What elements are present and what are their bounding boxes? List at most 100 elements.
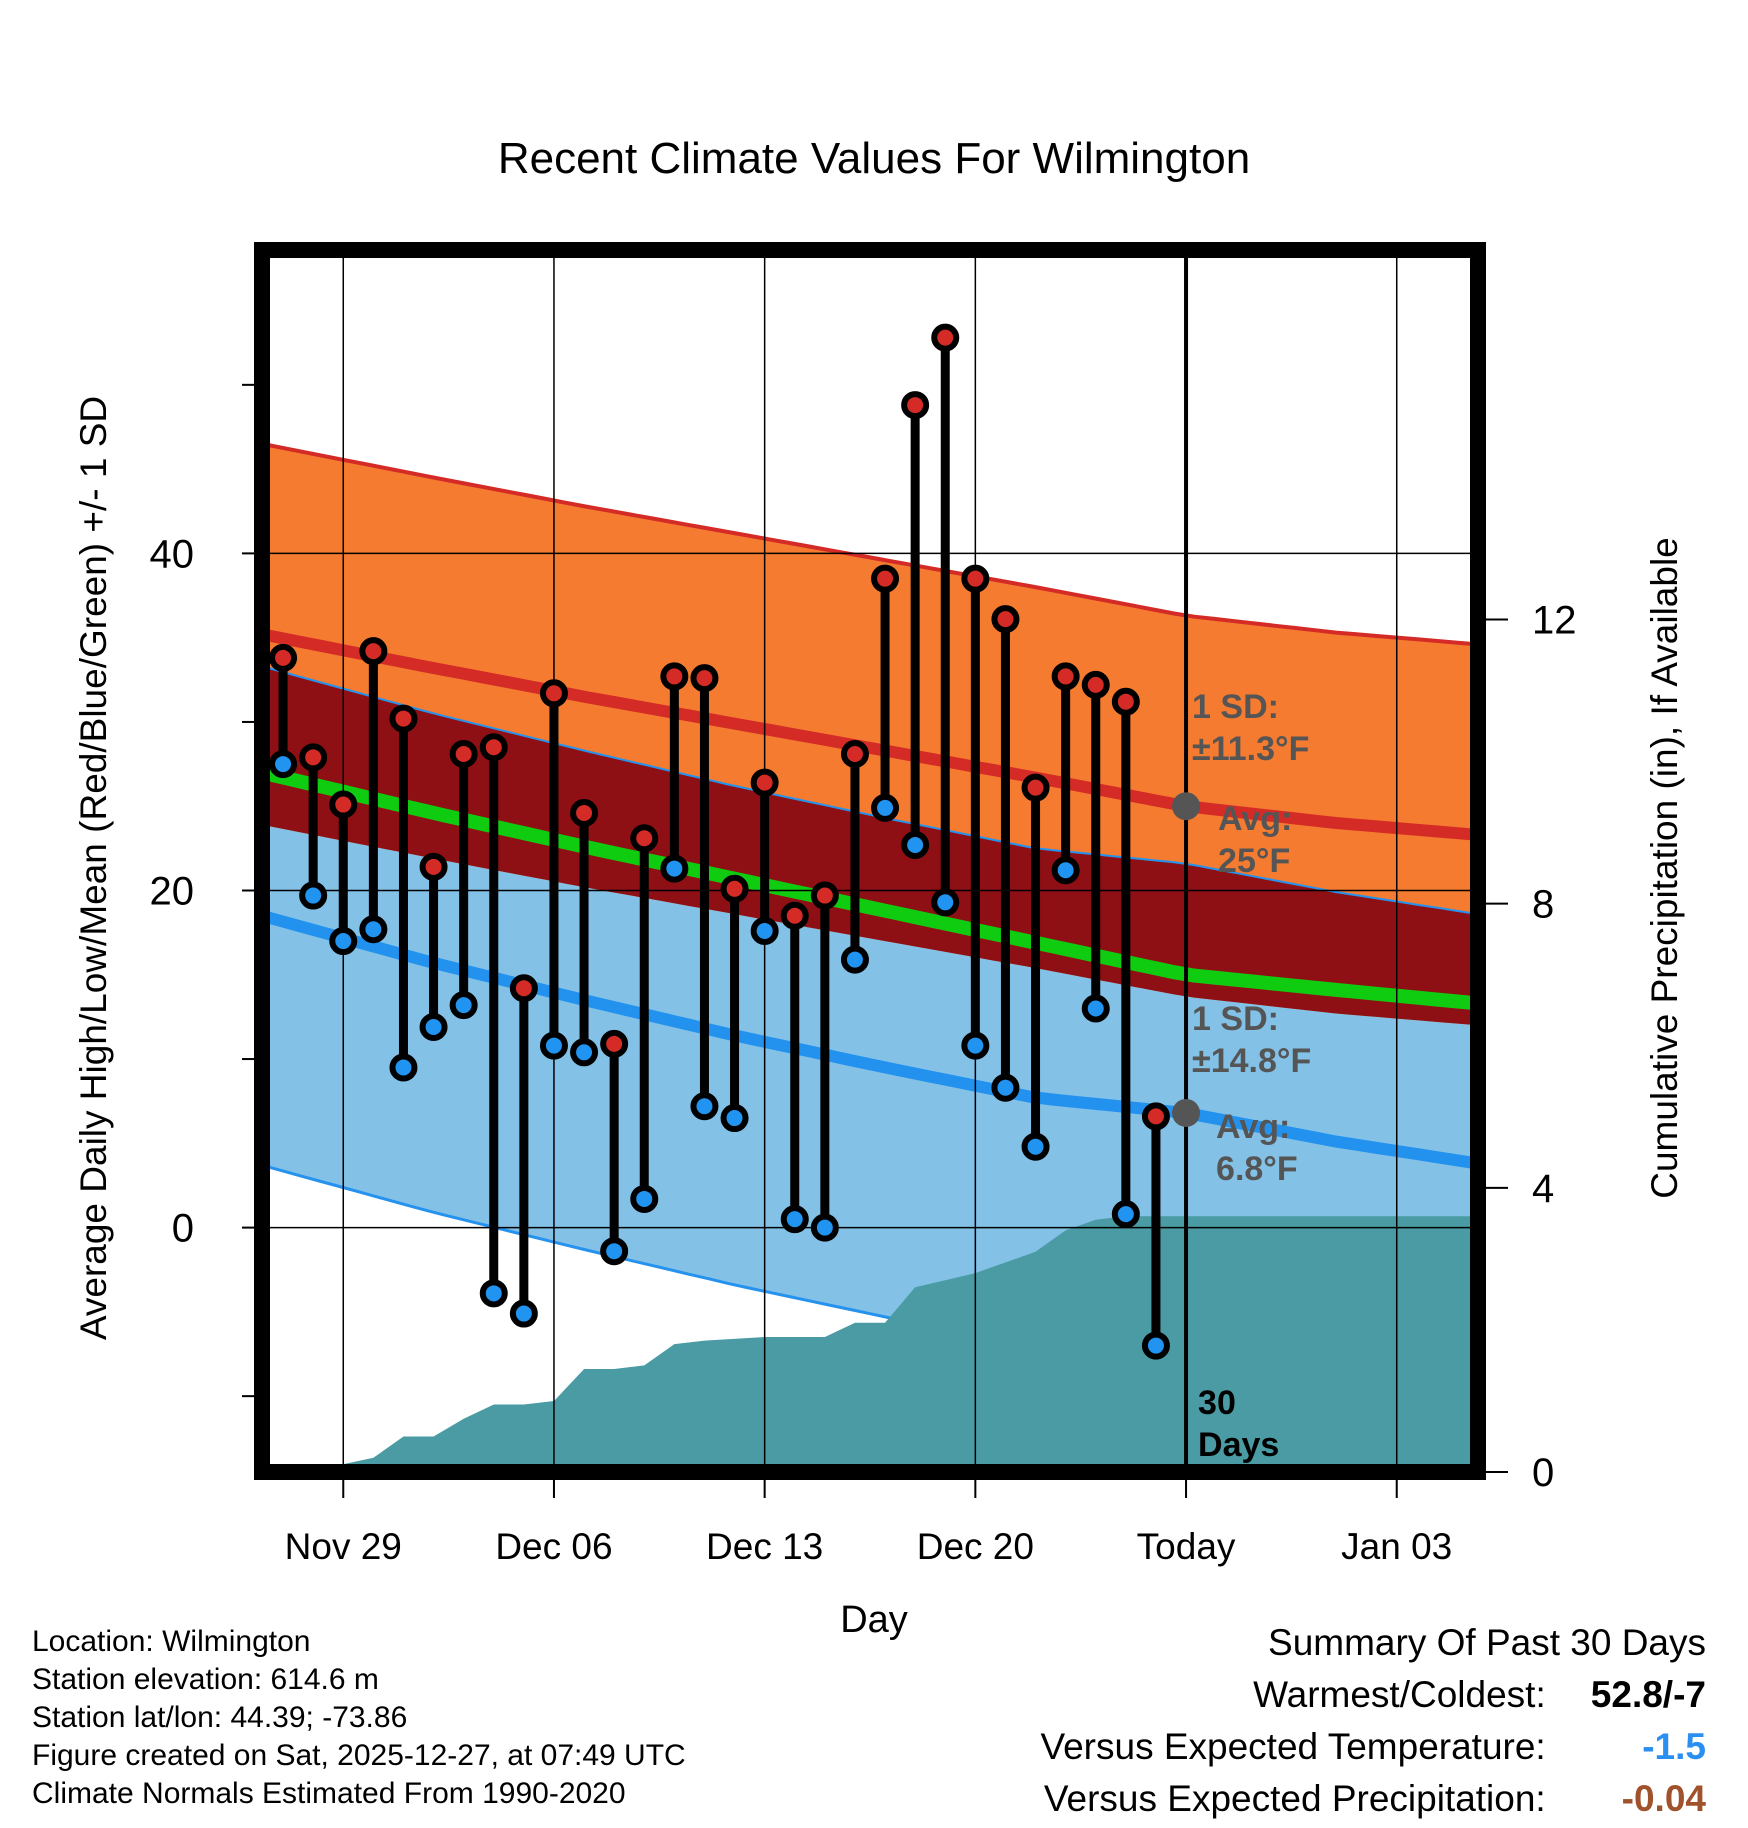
daily-high-point (299, 743, 328, 772)
daily-high-point (449, 739, 478, 768)
daily-high-point (901, 391, 930, 420)
daily-high-point (1051, 662, 1080, 691)
low-avg-value: 6.8°F (1216, 1150, 1298, 1188)
low-sd-label: 1 SD: (1192, 1000, 1279, 1038)
daily-low-point (479, 1279, 508, 1308)
daily-low-point (1111, 1200, 1140, 1229)
daily-low-point (840, 945, 869, 974)
daily-high-point (479, 733, 508, 762)
daily-high-point (329, 790, 358, 819)
y2-axis-label: Cumulative Precipitation (in), If Availa… (1644, 537, 1685, 1199)
daily-low-point (931, 888, 960, 917)
low-avg-marker (1172, 1098, 1201, 1127)
y2-tick-label: 8 (1532, 883, 1554, 927)
daily-high-point (961, 564, 990, 593)
high-sd-upper-edge (262, 441, 1478, 647)
temp-label: Versus Expected Temperature: (1040, 1726, 1546, 1767)
high-avg-marker (1172, 792, 1201, 821)
period-unit: Days (1198, 1426, 1279, 1464)
low-sd-value: ±14.8°F (1192, 1042, 1311, 1080)
daily-high-point (840, 739, 869, 768)
high-avg-label: Avg: (1218, 800, 1292, 838)
daily-low-point (660, 854, 689, 883)
daily-low-point (419, 1013, 448, 1042)
daily-low-point (449, 991, 478, 1020)
daily-high-point (359, 637, 388, 666)
x-tick-label: Jan 03 (1341, 1526, 1452, 1567)
temp-value: -1.5 (1642, 1726, 1706, 1767)
daily-high-point (600, 1029, 629, 1058)
daily-high-point (750, 768, 779, 797)
daily-low-point (630, 1184, 659, 1213)
daily-low-point (690, 1092, 719, 1121)
chart-title: Recent Climate Values For Wilmington (498, 134, 1250, 183)
daily-low-point (269, 750, 298, 779)
daily-high-point (660, 662, 689, 691)
daily-low-point (299, 881, 328, 910)
summary-temp-row: Versus Expected Temperature: -1.5 (1040, 1726, 1706, 1768)
plot-area: 1 SD: ±11.3°F Avg: 25°F 1 SD: ±14.8°F Avg: 6.8°… (150, 242, 1577, 1567)
y2-tick-label: 12 (1532, 598, 1577, 642)
normals-text: Climate Normals Estimated From 1990-2020 (32, 1777, 626, 1810)
daily-low-point (1081, 994, 1110, 1023)
daily-high-point (269, 643, 298, 672)
elevation-text: Station elevation: 614.6 m (32, 1663, 379, 1696)
daily-low-point (359, 915, 388, 944)
daily-low-point (991, 1073, 1020, 1102)
y-axis-label: Average Daily High/Low/Mean (Red/Blue/Gr… (73, 396, 114, 1340)
x-tick-label: Today (1137, 1526, 1236, 1567)
daily-high-point (1081, 670, 1110, 699)
normal-high-line (262, 628, 1478, 841)
high-sd-value: ±11.3°F (1192, 730, 1309, 768)
plot-frame (254, 242, 1486, 1480)
precip-label: Versus Expected Precipitation: (1043, 1778, 1546, 1819)
x-tick-label: Dec 06 (495, 1526, 612, 1567)
warmest-label: Warmest/Coldest: (1253, 1674, 1546, 1715)
daily-high-point (690, 664, 719, 693)
summary-title: Summary Of Past 30 Days (1268, 1622, 1706, 1663)
summary-warmest-row: Warmest/Coldest: 52.8/-7 (1253, 1674, 1706, 1716)
x-tick-label: Dec 13 (706, 1526, 823, 1567)
precip-value: -0.04 (1621, 1778, 1706, 1819)
low-sd-upper-edge (262, 665, 1478, 916)
daily-low-point (1021, 1132, 1050, 1161)
overlap-sd-band (262, 666, 1478, 1026)
daily-high-point (931, 323, 960, 352)
daily-high-point (810, 881, 839, 910)
precip-area (262, 1216, 1478, 1472)
daily-low-point (600, 1237, 629, 1266)
daily-high-point (720, 874, 749, 903)
daily-high-point (871, 564, 900, 593)
daily-high-point (780, 901, 809, 930)
daily-low-point (570, 1038, 599, 1067)
daily-high-point (509, 974, 538, 1003)
daily-low-point (961, 1031, 990, 1060)
location-text: Location: Wilmington (32, 1625, 311, 1658)
warmest-value: 52.8/-7 (1590, 1674, 1706, 1715)
daily-low-point (750, 916, 779, 945)
daily-high-point (1141, 1102, 1170, 1131)
summary-precip-row: Versus Expected Precipitation: -0.04 (1044, 1778, 1706, 1820)
daily-low-point (780, 1205, 809, 1234)
y2-tick-label: 4 (1532, 1167, 1554, 1211)
high-sd-label: 1 SD: (1192, 688, 1279, 726)
high-avg-value: 25°F (1218, 842, 1290, 880)
daily-low-point (871, 793, 900, 822)
created-text: Figure created on Sat, 2025-12-27, at 07… (32, 1739, 686, 1772)
daily-high-point (991, 605, 1020, 634)
daily-low-point (1051, 856, 1080, 885)
low-avg-label: Avg: (1216, 1108, 1290, 1146)
daily-low-point (539, 1031, 568, 1060)
x-tick-label: Dec 20 (917, 1526, 1034, 1567)
daily-low-point (389, 1053, 418, 1082)
daily-low-point (509, 1299, 538, 1328)
latlon-text: Station lat/lon: 44.39; -73.86 (32, 1701, 408, 1734)
y-tick-label: 0 (172, 1207, 194, 1251)
y-tick-label: 20 (150, 869, 195, 913)
daily-low-point (810, 1213, 839, 1242)
x-axis-label: Day (840, 1599, 908, 1641)
daily-high-point (1111, 687, 1140, 716)
y-tick-label: 40 (150, 532, 195, 576)
plot-inner (262, 250, 1478, 1472)
